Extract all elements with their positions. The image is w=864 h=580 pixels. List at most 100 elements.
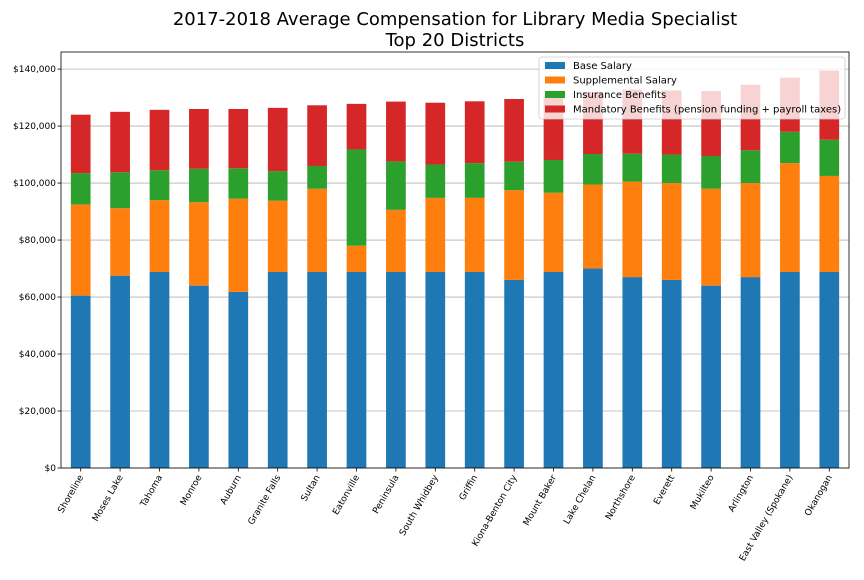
x-tick-label: Peninsula — [371, 474, 401, 516]
bar-supplemental-salary — [149, 200, 170, 272]
legend-swatch — [545, 91, 565, 98]
x-tick-label: Kiona-Benton City — [471, 473, 520, 548]
y-tick-label: $40,000 — [19, 350, 56, 360]
bar-mandatory-benefits-pension-funding-payroll-taxes — [228, 108, 249, 169]
bar-supplemental-salary — [661, 183, 682, 280]
chart-subtitle: Top 20 Districts — [385, 30, 525, 51]
legend-label: Base Salary — [573, 61, 632, 72]
x-tick-label: Everett — [652, 473, 677, 507]
x-tick-label: Northshore — [604, 473, 638, 522]
legend: Base Salary Supplemental Salary Insurance … — [538, 56, 846, 120]
x-tick-label: Okanogan — [803, 474, 835, 519]
x-tick-label: Arlington — [727, 474, 756, 515]
bar-supplemental-salary — [622, 181, 643, 278]
bar-base-salary — [149, 271, 170, 468]
bar-base-salary — [740, 277, 761, 468]
y-tick-label: $100,000 — [13, 179, 56, 189]
bar-mandatory-benefits-pension-funding-payroll-taxes — [307, 105, 327, 166]
bar-base-salary — [386, 271, 406, 468]
x-tick-label: Granite Falls — [247, 473, 284, 527]
x-tick-label: Eatonville — [331, 473, 362, 517]
bar-mandatory-benefits-pension-funding-payroll-taxes — [70, 114, 91, 174]
bar-base-salary — [701, 285, 721, 468]
bar-mandatory-benefits-pension-funding-payroll-taxes — [189, 108, 209, 169]
bar-base-salary — [661, 279, 682, 468]
bar-insurance-benefits — [740, 150, 761, 184]
bar-base-salary — [622, 277, 643, 468]
bar-supplemental-salary — [740, 183, 761, 278]
bar-insurance-benefits — [464, 163, 485, 198]
bar-mandatory-benefits-pension-funding-payroll-taxes — [504, 99, 524, 162]
x-tick-label: Griffin — [458, 474, 480, 503]
bar-insurance-benefits — [425, 164, 446, 198]
bar-insurance-benefits — [346, 149, 367, 246]
y-tick-label: $0 — [45, 464, 57, 474]
y-tick-label: $60,000 — [19, 293, 56, 303]
bar-insurance-benefits — [780, 131, 800, 164]
plot-frame — [60, 51, 850, 469]
bar-insurance-benefits — [622, 153, 643, 182]
bar-supplemental-salary — [70, 204, 91, 296]
x-tick-label: Lake Chelan — [562, 474, 598, 527]
bar-supplemental-salary — [464, 197, 485, 272]
bar-base-salary — [110, 275, 130, 468]
y-tick-label: $120,000 — [13, 122, 56, 132]
bar-mandatory-benefits-pension-funding-payroll-taxes — [267, 107, 288, 172]
bar-insurance-benefits — [504, 161, 524, 191]
bar-insurance-benefits — [307, 165, 327, 189]
bar-base-salary — [189, 285, 209, 468]
chart-title: 2017-2018 Average Compensation for Libra… — [173, 9, 737, 30]
bar-insurance-benefits — [70, 173, 91, 205]
bar-insurance-benefits — [110, 172, 130, 209]
legend-label: Supplemental Salary — [573, 76, 677, 87]
bar-insurance-benefits — [819, 139, 840, 176]
bar-mandatory-benefits-pension-funding-payroll-taxes — [149, 109, 170, 171]
bar-supplemental-salary — [819, 175, 840, 272]
x-tick-label: Tahoma — [138, 474, 165, 510]
bar-mandatory-benefits-pension-funding-payroll-taxes — [386, 101, 406, 162]
bar-supplemental-salary — [386, 209, 406, 272]
bar-supplemental-salary — [583, 184, 603, 269]
bar-supplemental-salary — [346, 245, 367, 272]
bar-supplemental-salary — [267, 200, 288, 272]
bar-supplemental-salary — [425, 197, 446, 272]
bar-mandatory-benefits-pension-funding-payroll-taxes — [110, 111, 130, 173]
bar-base-salary — [425, 271, 446, 468]
bar-base-salary — [583, 268, 603, 468]
bar-base-salary — [70, 295, 91, 468]
bar-insurance-benefits — [583, 154, 603, 185]
bar-insurance-benefits — [701, 156, 721, 189]
y-tick-label: $140,000 — [13, 65, 56, 75]
legend-swatch — [545, 76, 565, 84]
bar-insurance-benefits — [228, 168, 249, 199]
bar-mandatory-benefits-pension-funding-payroll-taxes — [346, 103, 367, 150]
bar-mandatory-benefits-pension-funding-payroll-taxes — [425, 102, 446, 165]
bar-supplemental-salary — [504, 190, 524, 280]
bar-supplemental-salary — [780, 163, 800, 272]
bar-insurance-benefits — [661, 154, 682, 184]
bar-base-salary — [819, 271, 840, 468]
bar-supplemental-salary — [228, 198, 249, 292]
bar-insurance-benefits — [267, 171, 288, 201]
bar-base-salary — [346, 271, 367, 468]
bar-insurance-benefits — [543, 159, 564, 193]
bar-supplemental-salary — [543, 192, 564, 272]
legend-swatch — [545, 62, 565, 69]
bar-base-salary — [780, 271, 800, 468]
legend-box — [538, 56, 846, 120]
x-tick-label: Shoreline — [57, 473, 87, 515]
bar-supplemental-salary — [701, 188, 721, 286]
x-tick-label: Monroe — [179, 473, 205, 507]
bar-base-salary — [504, 279, 524, 468]
y-tick-label: $80,000 — [19, 236, 56, 246]
bar-supplemental-salary — [110, 208, 130, 276]
bar-insurance-benefits — [386, 161, 406, 210]
bar-base-salary — [464, 271, 485, 468]
bar-base-salary — [228, 291, 249, 468]
bar-supplemental-salary — [189, 202, 209, 286]
x-tick-label: Sultan — [300, 474, 323, 504]
legend-swatch — [545, 105, 565, 113]
bar-insurance-benefits — [189, 168, 209, 203]
